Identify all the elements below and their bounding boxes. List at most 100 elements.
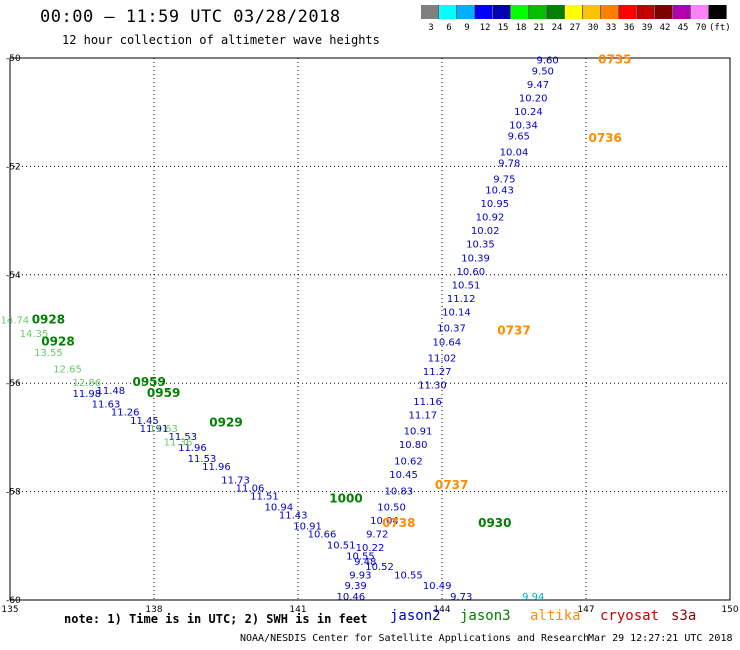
wave-height-label: 9.65 bbox=[508, 131, 530, 142]
wave-height-label: 10.04 bbox=[370, 516, 399, 527]
wave-height-label: 10.43 bbox=[485, 186, 514, 197]
legend-jason3: jason3 bbox=[460, 608, 511, 624]
wave-height-label: 11.27 bbox=[423, 367, 452, 378]
wave-height-label: 9.75 bbox=[493, 175, 515, 186]
colorbar-label: 33 bbox=[605, 23, 617, 33]
wave-height-label: 10.34 bbox=[509, 120, 538, 131]
wave-height-label: 11.51 bbox=[250, 492, 279, 503]
wave-height-label: 11.45 bbox=[130, 416, 159, 427]
legend-jason2: jason2 bbox=[390, 608, 441, 624]
pass-time-label: 0928 bbox=[41, 334, 74, 348]
pass-time-label: 0929 bbox=[209, 416, 242, 430]
wave-height-label: 9.39 bbox=[344, 581, 366, 592]
wave-height-label: 11.30 bbox=[418, 381, 447, 392]
wave-height-label: 9.94 bbox=[522, 592, 544, 603]
colorbar-label: 42 bbox=[659, 23, 671, 33]
wave-height-label: 11.98 bbox=[72, 389, 101, 400]
pass-time-label: 0959 bbox=[132, 375, 165, 389]
pass-time-label: 0737 bbox=[435, 478, 468, 492]
colorbar-label: 70 bbox=[695, 23, 707, 33]
wave-height-label: 10.66 bbox=[308, 530, 337, 541]
colorbar-label: 30 bbox=[587, 23, 599, 33]
wave-height-label: 10.80 bbox=[399, 440, 428, 451]
wave-height-label: 10.83 bbox=[384, 486, 413, 497]
wave-height-label: 11.63 bbox=[149, 424, 178, 435]
y-tick-label: -54 bbox=[6, 271, 21, 281]
y-tick-label: -58 bbox=[6, 488, 21, 498]
colorbar-label: (ft) bbox=[709, 23, 731, 33]
wave-height-label: 9.78 bbox=[498, 158, 520, 169]
colorbar-swatch bbox=[511, 5, 529, 19]
wave-height-label: 11.53 bbox=[168, 432, 197, 443]
wave-height-label: 10.02 bbox=[471, 226, 500, 237]
wave-height-label: 11.26 bbox=[111, 408, 140, 419]
pass-time-label: 0738 bbox=[382, 516, 415, 530]
wave-height-label: 10.04 bbox=[500, 148, 529, 159]
pass-time-label: 0736 bbox=[588, 131, 621, 145]
timestamp-text: Mar 29 12:27:21 UTC 2018 bbox=[588, 633, 733, 644]
x-tick-label: 141 bbox=[289, 605, 306, 615]
colorbar-label: 18 bbox=[515, 23, 527, 33]
colorbar-swatch bbox=[421, 5, 439, 19]
colorbar-label: 39 bbox=[641, 23, 653, 33]
colorbar-label: 24 bbox=[551, 23, 563, 33]
colorbar-swatch bbox=[619, 5, 637, 19]
wave-height-label: 9.73 bbox=[450, 592, 472, 603]
colorbar-swatch bbox=[601, 5, 619, 19]
wave-height-label: 11.43 bbox=[279, 511, 308, 522]
wave-height-label: 10.35 bbox=[466, 240, 495, 251]
wave-height-label: 10.49 bbox=[423, 581, 452, 592]
colorbar-swatch bbox=[637, 5, 655, 19]
wave-height-label: 11.96 bbox=[202, 462, 231, 473]
y-tick-label: -52 bbox=[6, 162, 21, 172]
colorbar-swatch bbox=[583, 5, 601, 19]
pass-time-label: 0735 bbox=[598, 52, 631, 66]
wave-height-label: 12.86 bbox=[72, 378, 101, 389]
wave-height-label: 10.20 bbox=[519, 93, 548, 104]
colorbar-swatch bbox=[709, 5, 727, 19]
colorbar-swatch bbox=[457, 5, 475, 19]
wave-height-label: 11.36 bbox=[164, 438, 193, 449]
wave-height-label: 10.91 bbox=[293, 522, 322, 533]
wave-height-label: 10.51 bbox=[452, 280, 481, 291]
colorbar-swatch bbox=[565, 5, 583, 19]
colorbar-label: 21 bbox=[533, 23, 545, 33]
legend-s3a: s3a bbox=[671, 608, 697, 624]
wave-height-label: 11.02 bbox=[428, 354, 457, 365]
wave-height-label: 11.48 bbox=[96, 386, 125, 397]
pass-time-label: 0737 bbox=[497, 323, 530, 337]
wave-height-label: 10.62 bbox=[394, 457, 423, 468]
colorbar-label: 45 bbox=[677, 23, 689, 33]
wave-height-label: 11.96 bbox=[178, 443, 207, 454]
colorbar-label: 36 bbox=[623, 23, 635, 33]
wave-height-label: 9.50 bbox=[532, 66, 554, 77]
wave-height-label: 11.53 bbox=[188, 454, 217, 465]
wave-height-label: 10.95 bbox=[480, 199, 509, 210]
pass-time-label: 0930 bbox=[478, 516, 511, 530]
legend-cryosat: cryosat bbox=[600, 608, 660, 624]
colorbar-label: 27 bbox=[569, 23, 581, 33]
wave-height-label: 10.46 bbox=[336, 592, 365, 603]
wave-height-label: 10.60 bbox=[456, 267, 485, 278]
wave-height-label: 11.63 bbox=[92, 400, 121, 411]
wave-height-label: 14.35 bbox=[20, 329, 49, 340]
colorbar-swatch bbox=[547, 5, 565, 19]
colorbar-label: 3 bbox=[428, 23, 434, 33]
colorbar-label: 12 bbox=[479, 23, 491, 33]
wave-height-label: 12.65 bbox=[53, 364, 82, 375]
colorbar-swatch bbox=[691, 5, 709, 19]
wave-height-label: 9.48 bbox=[354, 557, 376, 568]
legend-altika: altika bbox=[530, 608, 581, 624]
y-tick-label: -56 bbox=[6, 379, 21, 389]
wave-height-label: 9.72 bbox=[366, 530, 388, 541]
wave-height-label: 9.60 bbox=[536, 55, 558, 66]
wave-height-label: 10.50 bbox=[377, 503, 406, 514]
x-tick-label: 144 bbox=[433, 605, 450, 615]
colorbar-label: 9 bbox=[464, 23, 470, 33]
wave-height-label: 10.14 bbox=[442, 307, 471, 318]
wave-height-label: 10.55 bbox=[394, 570, 423, 581]
wave-height-label: 10.22 bbox=[356, 543, 385, 554]
footer-note: note: 1) Time is in UTC; 2) SWH is in fe… bbox=[64, 612, 368, 626]
